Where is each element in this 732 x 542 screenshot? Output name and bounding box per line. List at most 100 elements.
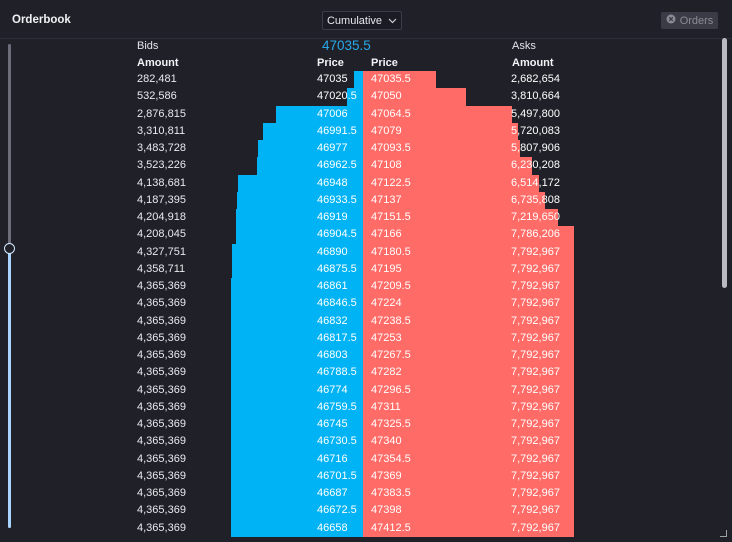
orderbook-row[interactable]: 4,365,369 46701.5 47369 7,792,967 <box>0 467 732 486</box>
depth-slider-handle[interactable] <box>4 243 15 254</box>
ask-price[interactable]: 47079 <box>371 124 402 137</box>
bid-price[interactable]: 46701.5 <box>317 469 357 482</box>
bid-price[interactable]: 47035 <box>317 73 348 85</box>
ask-price[interactable]: 47209.5 <box>371 280 411 292</box>
bid-depth-bar <box>231 502 363 520</box>
ask-amount: 6,735,808 <box>511 193 560 206</box>
orderbook-row[interactable]: 3,523,226 46962.5 47108 6,230,208 <box>0 157 732 175</box>
bid-price[interactable]: 46788.5 <box>317 366 357 379</box>
ask-price[interactable]: 47311 <box>371 400 401 413</box>
orderbook-row[interactable]: 4,365,369 46745 47325.5 7,792,967 <box>0 416 732 434</box>
orders-button[interactable]: Orders <box>661 12 718 29</box>
ask-price[interactable]: 47180.5 <box>371 245 411 258</box>
bid-price[interactable]: 46919 <box>317 211 348 223</box>
bid-price[interactable]: 46890 <box>317 245 348 258</box>
ask-price[interactable]: 47137 <box>371 193 402 206</box>
orderbook-row[interactable]: 4,365,369 46832 47238.5 7,792,967 <box>0 312 732 330</box>
bid-amount-header[interactable]: Amount <box>137 57 179 69</box>
ask-price[interactable]: 47108 <box>371 159 402 172</box>
ask-price[interactable]: 47325.5 <box>371 418 411 430</box>
orderbook-row[interactable]: 282,481 47035 47035.5 2,682,654 <box>0 71 732 89</box>
ask-price[interactable]: 47064.5 <box>371 107 411 120</box>
orderbook-row[interactable]: 4,365,369 46788.5 47282 7,792,967 <box>0 364 732 382</box>
orderbook-row[interactable]: 4,365,369 46658 47412.5 7,792,967 <box>0 519 732 537</box>
ask-price[interactable]: 47412.5 <box>371 521 411 534</box>
ask-price[interactable]: 47354.5 <box>371 452 411 465</box>
bid-price[interactable]: 46832 <box>317 314 348 327</box>
bid-price[interactable]: 46730.5 <box>317 435 357 448</box>
bid-price-header[interactable]: Price <box>317 57 344 69</box>
orderbook-row[interactable]: 4,365,369 46861 47209.5 7,792,967 <box>0 278 732 296</box>
ask-price-header[interactable]: Price <box>371 57 398 69</box>
ask-price[interactable]: 47195 <box>371 262 402 275</box>
bid-amount: 4,365,369 <box>137 331 186 344</box>
bid-depth-bar <box>231 485 363 503</box>
bid-amount: 532,586 <box>137 90 177 103</box>
orderbook-row[interactable]: 4,365,369 46687 47383.5 7,792,967 <box>0 485 732 503</box>
bid-price[interactable]: 46846.5 <box>317 297 357 310</box>
ask-price[interactable]: 47282 <box>371 366 402 379</box>
bid-price[interactable]: 46774 <box>317 383 348 396</box>
bid-price[interactable]: 46817.5 <box>317 331 357 344</box>
orderbook-row[interactable]: 4,365,369 46803 47267.5 7,792,967 <box>0 347 732 365</box>
orderbook-row[interactable]: 4,365,369 46774 47296.5 7,792,967 <box>0 381 732 399</box>
ask-price[interactable]: 47253 <box>371 331 402 344</box>
orderbook-row[interactable]: 532,586 47020.5 47050 3,810,664 <box>0 88 732 106</box>
orderbook-row[interactable]: 4,208,045 46904.5 47166 7,786,206 <box>0 226 732 244</box>
scrollbar[interactable] <box>722 38 727 288</box>
orderbook-row[interactable]: 4,365,369 46672.5 47398 7,792,967 <box>0 502 732 520</box>
bid-price[interactable]: 46759.5 <box>317 400 357 413</box>
bid-price[interactable]: 46904.5 <box>317 228 357 241</box>
ask-amount: 3,810,664 <box>511 90 560 103</box>
bid-price[interactable]: 46687 <box>317 487 348 499</box>
bid-price[interactable]: 46933.5 <box>317 193 357 206</box>
ask-price[interactable]: 47267.5 <box>371 349 411 361</box>
bid-price[interactable]: 46745 <box>317 418 348 430</box>
orderbook-row[interactable]: 4,358,711 46875.5 47195 7,792,967 <box>0 260 732 279</box>
orderbook-header: Orderbook Cumulative Orders <box>0 0 732 39</box>
ask-depth-bar <box>363 140 520 158</box>
bid-price[interactable]: 46991.5 <box>317 124 357 137</box>
ask-price[interactable]: 47340 <box>371 435 402 448</box>
orderbook-row[interactable]: 2,876,815 47006 47064.5 5,497,800 <box>0 105 732 123</box>
orderbook-row[interactable]: 4,204,918 46919 47151.5 7,219,650 <box>0 209 732 227</box>
bid-price[interactable]: 46861 <box>317 280 348 292</box>
ask-price[interactable]: 47238.5 <box>371 314 411 327</box>
ask-price[interactable]: 47224 <box>371 297 402 310</box>
ask-price[interactable]: 47398 <box>371 504 402 517</box>
ask-price[interactable]: 47050 <box>371 90 402 103</box>
ask-price[interactable]: 47151.5 <box>371 211 411 223</box>
bid-price[interactable]: 47006 <box>317 107 348 120</box>
orderbook-row[interactable]: 4,365,369 46716 47354.5 7,792,967 <box>0 450 732 468</box>
bid-price[interactable]: 46948 <box>317 176 348 189</box>
orderbook-row[interactable]: 4,365,369 46730.5 47340 7,792,967 <box>0 433 732 451</box>
bid-price[interactable]: 46716 <box>317 452 348 465</box>
orderbook-row[interactable]: 4,365,369 46846.5 47224 7,792,967 <box>0 295 732 313</box>
ask-price[interactable]: 47166 <box>371 228 402 241</box>
ask-price[interactable]: 47122.5 <box>371 176 411 189</box>
resize-handle[interactable] <box>720 530 727 537</box>
orderbook-row[interactable]: 4,327,751 46890 47180.5 7,792,967 <box>0 243 732 261</box>
bid-price[interactable]: 46962.5 <box>317 159 357 172</box>
orderbook-row[interactable]: 4,187,395 46933.5 47137 6,735,808 <box>0 191 732 210</box>
ask-price[interactable]: 47296.5 <box>371 383 411 396</box>
bid-price[interactable]: 46672.5 <box>317 504 357 517</box>
ask-price[interactable]: 47093.5 <box>371 142 411 154</box>
view-mode-dropdown[interactable]: Cumulative <box>322 11 402 30</box>
bid-price[interactable]: 46803 <box>317 349 348 361</box>
bid-price[interactable]: 46875.5 <box>317 262 357 275</box>
orderbook-row[interactable]: 4,365,369 46817.5 47253 7,792,967 <box>0 329 732 348</box>
bid-depth-bar <box>231 381 363 399</box>
ask-price[interactable]: 47369 <box>371 469 402 482</box>
orderbook-row[interactable]: 3,483,728 46977 47093.5 5,807,906 <box>0 140 732 158</box>
ask-amount-header[interactable]: Amount <box>512 57 554 69</box>
ask-price[interactable]: 47035.5 <box>371 73 411 85</box>
bid-price[interactable]: 47020.5 <box>317 90 357 103</box>
orderbook-row[interactable]: 4,138,681 46948 47122.5 6,514,172 <box>0 174 732 192</box>
ask-price[interactable]: 47383.5 <box>371 487 411 499</box>
ask-depth-bar <box>363 398 574 417</box>
bid-price[interactable]: 46658 <box>317 521 348 534</box>
bid-price[interactable]: 46977 <box>317 142 348 154</box>
orderbook-row[interactable]: 4,365,369 46759.5 47311 7,792,967 <box>0 398 732 417</box>
orderbook-row[interactable]: 3,310,811 46991.5 47079 5,720,083 <box>0 122 732 141</box>
